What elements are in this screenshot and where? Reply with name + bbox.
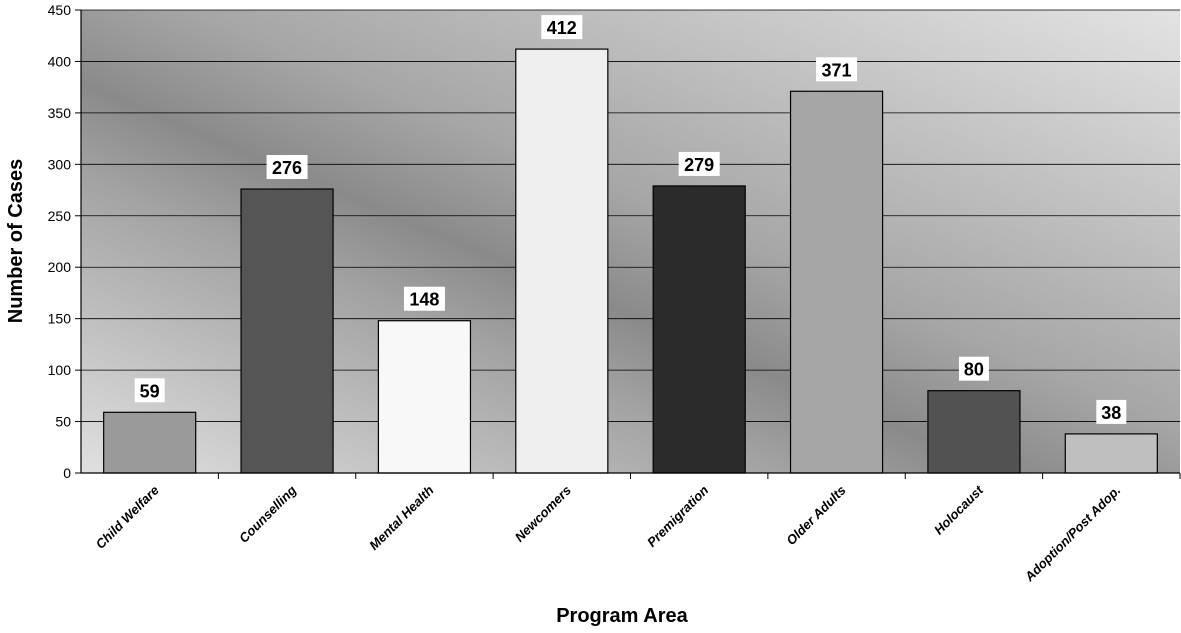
y-tick-labels: 0 50 100 150 200 250 300 350 400 450 — [48, 2, 72, 481]
axes — [75, 9, 1181, 479]
data-label: 371 — [822, 60, 852, 80]
data-label: 279 — [684, 155, 714, 175]
x-axis-title: Program Area — [556, 605, 688, 627]
bar — [927, 390, 1021, 474]
data-label-box — [1096, 399, 1127, 424]
data-label: 412 — [547, 18, 577, 38]
data-label: 80 — [964, 360, 984, 380]
data-label-box — [403, 286, 445, 311]
bar — [103, 411, 197, 474]
y-tick-label: 200 — [48, 259, 72, 275]
x-category-label: Older Adults — [783, 483, 848, 548]
bar — [240, 188, 334, 474]
y-tick-label: 250 — [48, 208, 72, 224]
data-label-box — [958, 356, 989, 381]
bar — [377, 320, 472, 474]
y-tick-label: 350 — [48, 105, 72, 121]
y-tick-label: 450 — [48, 2, 72, 18]
y-tick-label: 100 — [48, 362, 72, 378]
x-category-label: Newcomers — [512, 483, 574, 545]
data-label-box — [816, 57, 858, 82]
x-category-label: Mental Health — [366, 482, 436, 552]
data-label-box — [134, 378, 165, 403]
data-label-box — [266, 155, 308, 180]
y-tick-label: 400 — [48, 53, 72, 69]
data-label: 148 — [409, 290, 439, 310]
x-category-label: Holocaust — [931, 482, 987, 538]
bar — [515, 48, 609, 474]
data-labels: 59 276 148 412 279 371 80 38 — [134, 15, 1127, 424]
y-tick-label: 150 — [48, 311, 72, 327]
y-axis-title: Number of Cases — [5, 159, 27, 324]
x-category-label: Counselling — [236, 482, 299, 545]
x-category-label: Child Welfare — [93, 483, 162, 552]
y-tick-label: 0 — [63, 465, 71, 481]
data-label: 38 — [1101, 403, 1121, 423]
y-tick-label: 50 — [55, 414, 71, 430]
data-label-box — [541, 15, 583, 40]
y-tick-label: 300 — [48, 156, 72, 172]
data-label-box — [678, 151, 720, 176]
bar — [1064, 433, 1158, 474]
data-label: 276 — [272, 158, 302, 178]
bars-group — [103, 48, 1158, 474]
data-label: 59 — [140, 381, 160, 401]
bar — [789, 90, 884, 474]
x-category-label: Premigration — [644, 482, 711, 549]
bar — [652, 185, 746, 474]
x-category-labels: Child Welfare Counselling Mental Health New… — [93, 482, 1124, 585]
x-category-label: Adoption/Post Adop. — [1021, 483, 1123, 585]
